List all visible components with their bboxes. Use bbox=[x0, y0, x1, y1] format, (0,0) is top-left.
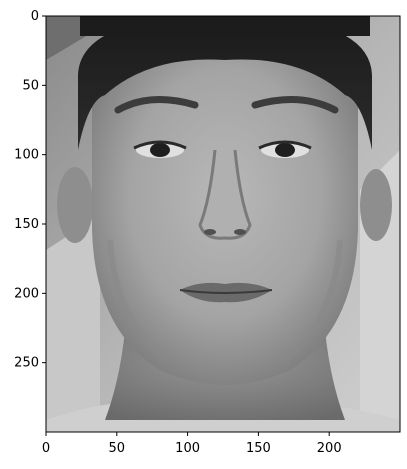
grayscale-face-photo bbox=[46, 16, 400, 432]
y-tick-label: 200 bbox=[14, 286, 39, 301]
y-axis: 0 50 100 150 200 250 bbox=[14, 9, 46, 371]
y-tick-label: 250 bbox=[14, 356, 39, 371]
x-tick-label: 100 bbox=[175, 441, 200, 456]
y-tick-label: 0 bbox=[31, 9, 39, 24]
x-tick-label: 50 bbox=[109, 441, 126, 456]
y-tick-label: 50 bbox=[22, 78, 39, 93]
x-tick-label: 0 bbox=[42, 441, 50, 456]
x-axis: 0 50 100 150 200 bbox=[42, 432, 342, 456]
y-tick-label: 100 bbox=[14, 148, 39, 163]
x-tick-label: 150 bbox=[246, 441, 271, 456]
y-tick-label: 150 bbox=[14, 217, 39, 232]
x-tick-label: 200 bbox=[317, 441, 342, 456]
